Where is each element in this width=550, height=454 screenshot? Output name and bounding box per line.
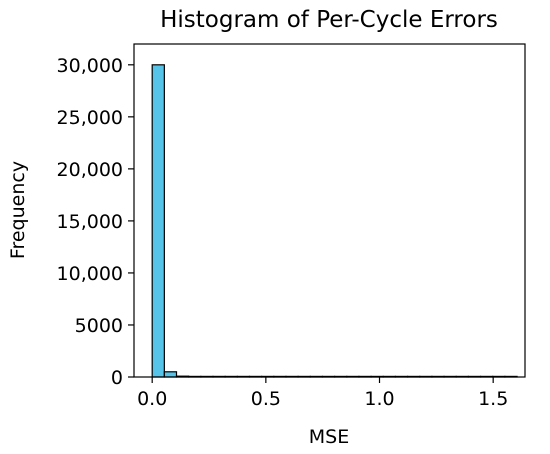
- x-axis-ticks: 0.0 0.5 1.0 1.5: [137, 377, 508, 410]
- y-tick-label-3: 15,000: [57, 211, 123, 233]
- bars-layer: [151, 64, 518, 378]
- x-tick-label-3: 1.5: [478, 388, 508, 410]
- x-axis-label: MSE: [309, 426, 349, 448]
- y-tick-label-2: 10,000: [57, 263, 123, 285]
- histogram-bar-0: [151, 64, 165, 378]
- y-axis-label: Frequency: [7, 161, 29, 259]
- x-tick-label-1: 0.5: [251, 388, 281, 410]
- x-tick-label-2: 1.0: [364, 388, 394, 410]
- y-tick-label-5: 25,000: [57, 107, 123, 129]
- y-tick-label-4: 20,000: [57, 159, 123, 181]
- y-tick-label-0: 0: [111, 367, 123, 389]
- y-tick-label-6: 30,000: [57, 55, 123, 77]
- chart-title: Histogram of Per-Cycle Errors: [160, 7, 498, 33]
- histogram-bar-1: [163, 371, 178, 378]
- y-axis-ticks: 0 5000 10,000 15,000 20,000 25,000 30,000: [57, 55, 134, 389]
- x-tick-label-0: 0.0: [137, 388, 167, 410]
- plot-frame: [133, 43, 526, 378]
- y-tick-label-1: 5000: [75, 315, 123, 337]
